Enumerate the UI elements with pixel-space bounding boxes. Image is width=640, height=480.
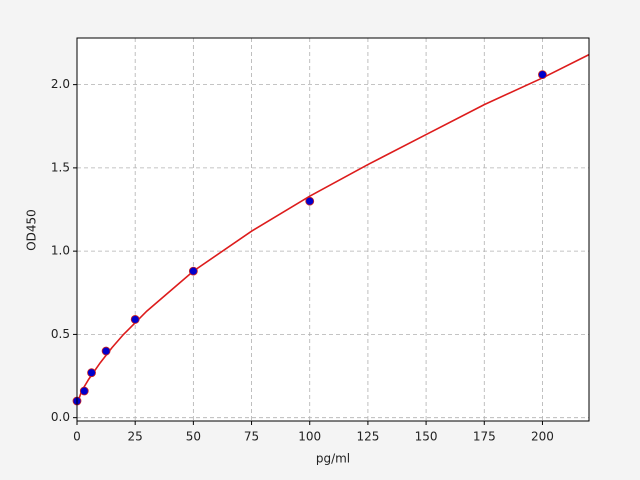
x-tick-label: 25 bbox=[128, 430, 143, 444]
data-point bbox=[538, 70, 547, 80]
data-point bbox=[101, 346, 111, 356]
x-tick-label: 175 bbox=[473, 430, 496, 444]
x-tick-label: 125 bbox=[356, 430, 379, 444]
y-tick-label: 0.5 bbox=[51, 327, 70, 341]
axes-frame bbox=[76, 37, 590, 422]
x-tick-label: 200 bbox=[531, 430, 554, 444]
y-tick-label: 0.0 bbox=[51, 410, 70, 424]
x-tick-label: 75 bbox=[244, 430, 259, 444]
y-tick-label: 2.0 bbox=[51, 77, 70, 91]
plot-area bbox=[77, 38, 589, 421]
data-point bbox=[79, 386, 89, 396]
data-point bbox=[130, 315, 140, 324]
y-axis-label: OD450 bbox=[25, 209, 39, 251]
x-tick-label: 0 bbox=[73, 430, 81, 444]
data-point bbox=[87, 368, 96, 378]
x-axis-label: pg/ml bbox=[316, 452, 350, 466]
y-tick-label: 1.5 bbox=[51, 160, 70, 174]
y-tick-label: 1.0 bbox=[51, 244, 70, 258]
x-tick-label: 150 bbox=[415, 430, 438, 444]
plot-layer bbox=[72, 38, 590, 421]
data-point bbox=[188, 266, 198, 276]
data-point bbox=[305, 196, 315, 206]
x-tick-label: 50 bbox=[186, 430, 201, 444]
x-tick-label: 100 bbox=[298, 430, 321, 444]
